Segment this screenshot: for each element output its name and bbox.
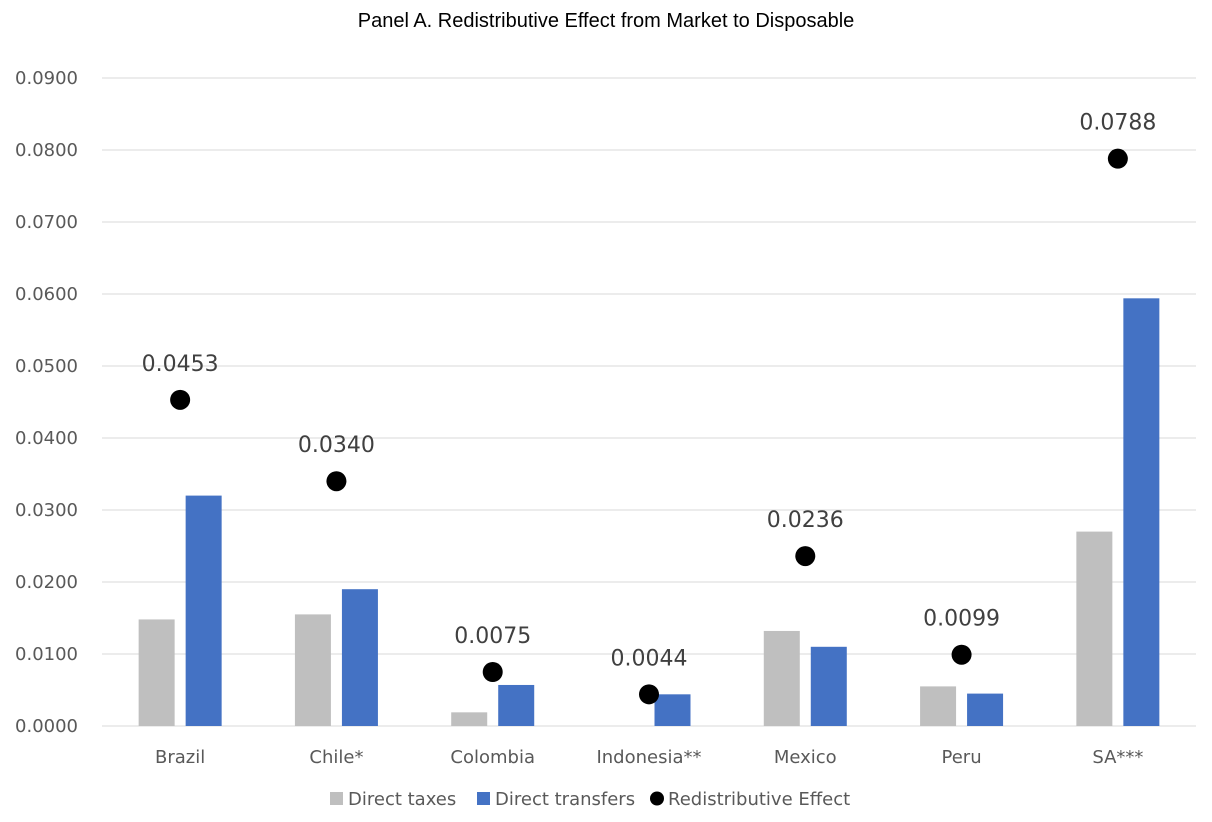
data-label: 0.0453 (142, 352, 219, 377)
bar-direct-taxes (763, 630, 800, 726)
x-category-label: Mexico (774, 747, 837, 768)
y-tick-label: 0.0000 (15, 716, 78, 737)
y-tick-label: 0.0400 (15, 428, 78, 449)
legend-label: Redistributive Effect (668, 789, 850, 810)
x-category-label: Chile* (309, 747, 363, 768)
y-tick-label: 0.0800 (15, 140, 78, 161)
point-redistributive-effect (639, 684, 659, 705)
x-category-label: Indonesia** (596, 747, 701, 768)
legend-swatch (330, 792, 343, 805)
bars (138, 298, 1160, 726)
x-category-label: Brazil (155, 747, 205, 768)
legend-label: Direct taxes (348, 789, 456, 810)
x-category-label: Colombia (450, 747, 535, 768)
data-label: 0.0099 (923, 607, 1000, 632)
data-labels: 0.0453 0.0340 0.0075 0.0044 0.0236 0.0099 0.07… (142, 111, 1157, 672)
bar-direct-transfers (1123, 298, 1160, 726)
data-label: 0.0044 (611, 646, 688, 671)
legend: Direct taxes Direct transfers Redistributi… (330, 789, 850, 810)
y-tick-label: 0.0700 (15, 212, 78, 233)
data-label: 0.0340 (298, 433, 375, 458)
legend-label: Direct transfers (495, 789, 635, 810)
y-tick-label: 0.0200 (15, 572, 78, 593)
bar-direct-taxes (294, 614, 331, 726)
data-label: 0.0788 (1079, 111, 1156, 136)
bar-direct-transfers (810, 646, 847, 726)
data-label: 0.0075 (454, 624, 531, 649)
y-tick-label: 0.0300 (15, 500, 78, 521)
point-redistributive-effect (951, 644, 972, 665)
bar-direct-transfers (498, 684, 535, 726)
legend-swatch (650, 791, 664, 806)
x-category-label: SA*** (1092, 747, 1143, 768)
gridlines (102, 77, 1196, 727)
bar-direct-transfers (341, 589, 378, 726)
bar-direct-taxes (451, 712, 488, 726)
point-redistributive-effect (326, 471, 347, 492)
point-redistributive-effect (795, 546, 816, 567)
chart-title: Panel A. Redistributive Effect from Mark… (358, 10, 855, 32)
y-tick-label: 0.0600 (15, 284, 78, 305)
points (170, 148, 1128, 705)
bar-direct-transfers (654, 694, 691, 726)
point-redistributive-effect (482, 662, 503, 682)
bar-direct-transfers (185, 495, 222, 726)
bar-direct-taxes (1076, 531, 1113, 726)
bar-direct-transfers (967, 693, 1004, 726)
data-label: 0.0236 (767, 508, 844, 533)
bar-direct-taxes (138, 619, 175, 726)
y-tick-label: 0.0100 (15, 644, 78, 665)
legend-swatch (477, 792, 490, 805)
x-axis-categories: Brazil Chile* Colombia Indonesia** Mexico Per… (155, 747, 1143, 768)
point-redistributive-effect (170, 389, 191, 410)
x-category-label: Peru (942, 747, 982, 768)
y-tick-label: 0.0500 (15, 356, 78, 377)
y-tick-label: 0.0900 (15, 68, 78, 89)
y-axis-ticks: 0.0000 0.0100 0.0200 0.0300 0.0400 0.0500 0.06… (15, 68, 78, 737)
bar-direct-taxes (920, 686, 957, 726)
point-redistributive-effect (1107, 148, 1128, 169)
